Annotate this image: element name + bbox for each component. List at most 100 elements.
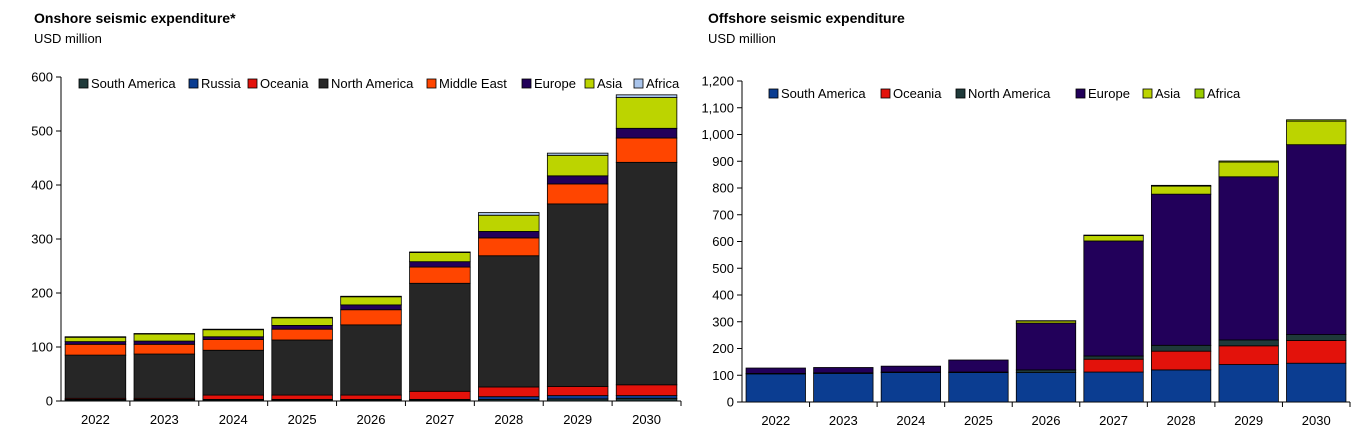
onshore-y-tick-label: 200 [31, 286, 53, 301]
onshore-bar-segment [340, 324, 402, 396]
onshore-bar-segment [615, 384, 678, 396]
onshore-bar-segment [478, 212, 540, 216]
offshore-legend-swatch [955, 88, 966, 99]
onshore-legend-swatch [584, 78, 595, 89]
onshore-bar-segment [409, 261, 471, 268]
offshore-bar-segment [813, 367, 874, 374]
offshore-legend-label: Asia [1155, 86, 1181, 101]
onshore-legend-label: Europe [534, 76, 576, 91]
offshore-bar-segment [880, 372, 942, 403]
offshore-chart-title: Offshore seismic expenditure [708, 10, 905, 26]
onshore-legend-swatch [633, 78, 644, 89]
onshore-bar-segment [546, 152, 609, 156]
onshore-bar-segment [615, 395, 678, 399]
offshore-x-tick-label: 2022 [761, 413, 790, 428]
offshore-bar-segment [1015, 372, 1077, 403]
offshore-y-tick-label: 900 [712, 154, 734, 169]
onshore-x-tick-label: 2025 [288, 412, 317, 427]
offshore-y-tick-label: 200 [712, 341, 734, 356]
onshore-bar-segment [271, 328, 333, 341]
onshore-bar-segment [409, 390, 471, 400]
onshore-x-tick-label: 2028 [494, 412, 523, 427]
offshore-bar-segment [1286, 144, 1347, 335]
offshore-chart-svg: 0 100 200 300 400 500 600 700 800 900 1,000 1,100 1,… [701, 74, 1351, 428]
offshore-bar-segment [1286, 334, 1347, 341]
offshore-bar-segment [1015, 322, 1077, 371]
offshore-x-tick-label: 2025 [964, 413, 993, 428]
onshore-legend-label: Russia [201, 76, 242, 91]
onshore-bar-segment [340, 304, 402, 311]
onshore-chart-title: Onshore seismic expenditure* [34, 10, 236, 26]
onshore-bar-segment [546, 203, 609, 387]
onshore-legend-label: Middle East [439, 76, 507, 91]
offshore-bar-segment [1150, 184, 1212, 187]
onshore-bar-segment [202, 336, 264, 340]
onshore-legend-label: North America [331, 76, 414, 91]
onshore-bar-segment [202, 394, 264, 400]
offshore-y-tick-label: 1,000 [701, 127, 734, 142]
onshore-bar-segment [546, 154, 609, 177]
onshore-bar-segment [340, 295, 402, 298]
onshore-bar-segment [271, 394, 333, 400]
onshore-bar-segment [202, 339, 264, 351]
onshore-bar-segment [202, 329, 264, 338]
offshore-legend-swatch [1075, 88, 1086, 99]
onshore-bar-segment [64, 354, 127, 399]
offshore-bar-segment [1150, 350, 1212, 371]
onshore-y-tick-label: 0 [46, 394, 53, 409]
onshore-legend-label: Asia [597, 76, 623, 91]
offshore-bar-segment [1083, 235, 1144, 242]
onshore-bar-segment [409, 252, 471, 263]
onshore-bar-segment [478, 255, 540, 388]
offshore-bar-segment [880, 365, 942, 373]
offshore-chart-panel: Offshore seismic expenditure USD million… [690, 0, 1371, 440]
offshore-bar-segment [948, 359, 1009, 373]
offshore-bar-segment [1083, 234, 1144, 237]
offshore-x-tick-label: 2026 [1032, 413, 1061, 428]
offshore-legend-swatch [1194, 88, 1205, 99]
offshore-y-tick-label: 700 [712, 207, 734, 222]
offshore-y-tick-label: 800 [712, 181, 734, 196]
offshore-bar-segment [1218, 161, 1279, 178]
offshore-bar-segment [813, 372, 874, 403]
onshore-bar-segment [615, 161, 678, 386]
offshore-bar-segment [1150, 193, 1212, 346]
onshore-bar-segment [133, 340, 196, 345]
onshore-bar-segment [409, 251, 471, 253]
onshore-bar-segment [409, 282, 471, 392]
onshore-bar-segment [546, 175, 609, 185]
onshore-x-tick-label: 2030 [632, 412, 661, 427]
onshore-y-tick-label: 100 [31, 340, 53, 355]
onshore-bar-segment [340, 296, 402, 306]
onshore-bar-segment [478, 386, 540, 398]
offshore-y-tick-label: 0 [727, 395, 734, 410]
offshore-y-tick-label: 500 [712, 261, 734, 276]
offshore-y-tick-label: 600 [712, 234, 734, 249]
onshore-legend-label: South America [91, 76, 176, 91]
onshore-y-tick-label: 500 [31, 124, 53, 139]
offshore-bar-segment [1218, 339, 1279, 347]
onshore-bar-segment [271, 324, 333, 330]
onshore-chart-subtitle: USD million [34, 31, 102, 46]
onshore-bar-segment [546, 386, 609, 397]
offshore-bar-segment [1083, 371, 1144, 403]
offshore-bar-segment [1218, 345, 1279, 365]
offshore-y-tick-label: 300 [712, 314, 734, 329]
offshore-y-tick-label: 100 [712, 368, 734, 383]
offshore-x-tick-label: 2027 [1099, 413, 1128, 428]
onshore-legend-swatch [426, 78, 437, 89]
offshore-legend-label: Oceania [893, 86, 942, 101]
onshore-x-tick-label: 2029 [563, 412, 592, 427]
onshore-legend-label: Africa [646, 76, 680, 91]
offshore-legend-label: North America [968, 86, 1051, 101]
offshore-legend-swatch [880, 88, 891, 99]
onshore-bar-segment [271, 316, 333, 319]
offshore-bar-segment [1286, 120, 1347, 146]
onshore-bar-segment [615, 397, 678, 402]
onshore-bar-segment [409, 266, 471, 284]
onshore-bar-segment [615, 137, 678, 163]
onshore-y-tick-label: 600 [31, 70, 53, 85]
onshore-chart-svg: 0 100 200 300 400 500 600 2022 2023 2024 2025 2026 2… [31, 70, 682, 427]
offshore-bar-segment [1150, 185, 1212, 195]
onshore-legend-swatch [247, 78, 258, 89]
